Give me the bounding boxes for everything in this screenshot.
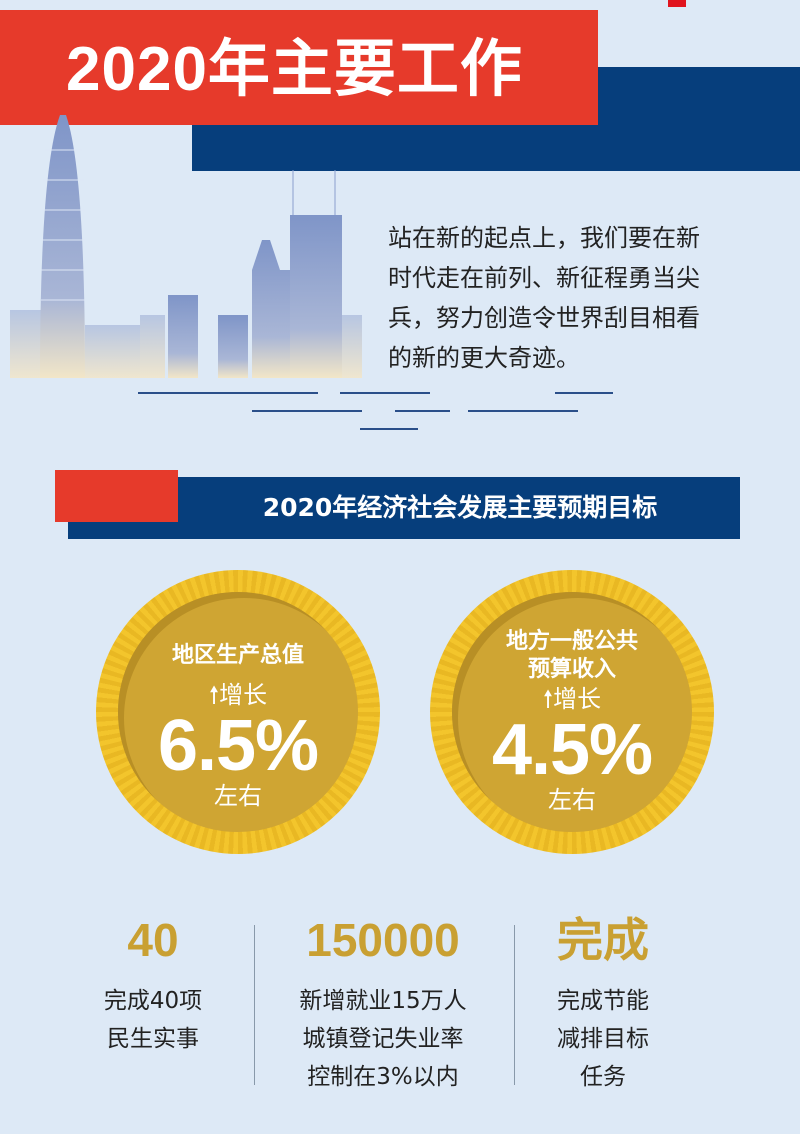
decor-line	[555, 392, 613, 394]
stat-line: 完成节能	[557, 988, 649, 1014]
stat-value: 40	[127, 914, 179, 966]
stat-line: 控制在3%以内	[307, 1064, 459, 1090]
stat-line: 新增就业15万人	[299, 988, 467, 1014]
divider	[254, 925, 255, 1085]
decor-line	[395, 410, 450, 412]
stat-line: 民生实事	[107, 1026, 199, 1052]
stat-livelihood: 40 完成40项民生实事	[43, 912, 263, 1058]
section-red-block	[55, 470, 178, 522]
arrow-up-icon: 🠕	[542, 685, 554, 713]
decor-line	[252, 410, 362, 412]
stat-value: 完成	[557, 914, 649, 966]
coin-title: 地方一般公共	[505, 629, 638, 654]
divider	[514, 925, 515, 1085]
coin-unit: 左右	[214, 782, 262, 810]
stat-energy-saving: 完成 完成节能减排目标任务	[493, 912, 713, 1096]
stat-value: 150000	[306, 914, 460, 966]
decor-line	[468, 410, 578, 412]
growth-label: 增长	[553, 685, 602, 713]
coin-budget-revenue: 地方一般公共 预算收入 🠕增长 4.5% 左右	[430, 570, 714, 854]
stat-line: 减排目标	[557, 1026, 649, 1052]
section-title: 2020年经济社会发展主要预期目标	[262, 493, 658, 522]
intro-paragraph: 站在新的起点上，我们要在新 时代走在前列、新征程勇当尖 兵，努力创造令世界刮目相…	[388, 218, 758, 378]
decor-line	[340, 392, 430, 394]
decor-line	[138, 392, 318, 394]
intro-line: 兵，努力创造令世界刮目相看	[388, 304, 700, 332]
growth-label: 增长	[219, 681, 268, 709]
city-skyline-illustration	[10, 115, 362, 378]
stat-line: 完成40项	[103, 988, 203, 1014]
intro-line: 时代走在前列、新征程勇当尖	[388, 264, 700, 292]
stat-line: 城镇登记失业率	[302, 1026, 464, 1052]
intro-line: 的新的更大奇迹。	[388, 344, 580, 372]
decor-line	[360, 428, 418, 430]
title-banner	[0, 10, 598, 125]
corner-accent	[668, 0, 686, 7]
page-title: 2020年主要工作	[66, 35, 523, 104]
intro-line: 站在新的起点上，我们要在新	[388, 224, 700, 252]
coin-title: 预算收入	[527, 657, 616, 682]
section-banner	[68, 477, 740, 539]
coin-value: 4.5%	[491, 710, 653, 790]
stat-employment: 150000 新增就业15万人 城镇登记失业率 控制在3%以内	[273, 912, 493, 1096]
stat-line: 任务	[580, 1064, 626, 1090]
coin-gdp: 地区生产总值 🠕增长 6.5% 左右	[96, 570, 380, 854]
coin-unit: 左右	[548, 786, 596, 814]
arrow-up-icon: 🠕	[208, 681, 220, 709]
coin-title: 地区生产总值	[171, 643, 304, 668]
coin-value: 6.5%	[157, 706, 319, 786]
